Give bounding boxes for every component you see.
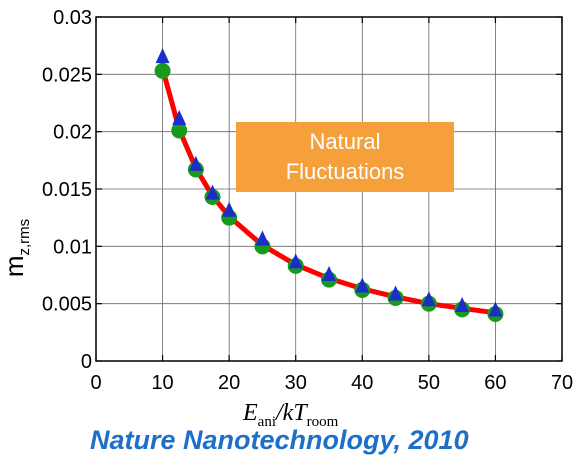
tick-labels: 0 10 20 30 40 50 60 70 0 0.005 0.01 0.015 0.02 0.025 0… [42,7,573,394]
triangle-marker [205,184,220,200]
x-tick-label: 40 [351,372,373,394]
y-tick-label: 0.02 [53,122,92,144]
x-tick-label: 0 [90,372,101,394]
x-axis-label: Eani/kTroom [242,400,339,430]
x-axis-label-room: room [307,414,339,430]
triangle-marker [288,253,303,269]
circle-marker [154,62,171,79]
x-tick-label: 10 [151,372,173,394]
triangle-marker-layer [155,48,503,317]
x-tick-label: 50 [418,372,440,394]
triangle-marker [222,201,237,217]
triangle-marker [388,285,403,301]
triangle-marker [455,296,470,312]
triangle-marker [155,48,170,64]
y-tick-label: 0.01 [53,236,92,258]
triangle-marker [322,266,336,281]
triangle-marker [188,155,203,171]
triangle-marker [488,301,503,317]
y-tick-label: 0.005 [42,294,92,316]
x-axis-label-ani: ani [258,414,276,430]
triangle-marker [255,230,270,246]
y-axis-label: mz,rms [0,219,33,277]
natural-fluctuations-annotation: Natural Fluctuations [236,122,454,192]
x-axis-label-kT: /kT [274,400,308,426]
y-axis-label-main: m [0,256,29,278]
y-tick-label: 0.015 [42,179,92,201]
ticks [95,16,563,362]
triangle-marker [355,277,370,293]
x-tick-label: 30 [285,372,307,394]
triangle-marker [421,291,436,307]
triangle-marker [172,110,187,126]
x-tick-label: 20 [218,372,240,394]
y-tick-label: 0 [81,351,92,373]
x-tick-label: 70 [551,372,573,394]
y-tick-label: 0.03 [53,7,92,29]
circle-marker-layer [154,62,504,322]
annotation-line-1: Natural [309,129,381,154]
citation-text: Nature Nanotechnology, 2010 [90,425,469,455]
circle-marker [171,122,188,139]
annotation-line-2: Fluctuations [285,159,405,184]
y-tick-label: 0.025 [42,64,92,86]
x-axis-label-E: E [242,400,258,426]
x-tick-label: 60 [484,372,506,394]
y-axis-label-sub: z,rms [16,219,33,256]
